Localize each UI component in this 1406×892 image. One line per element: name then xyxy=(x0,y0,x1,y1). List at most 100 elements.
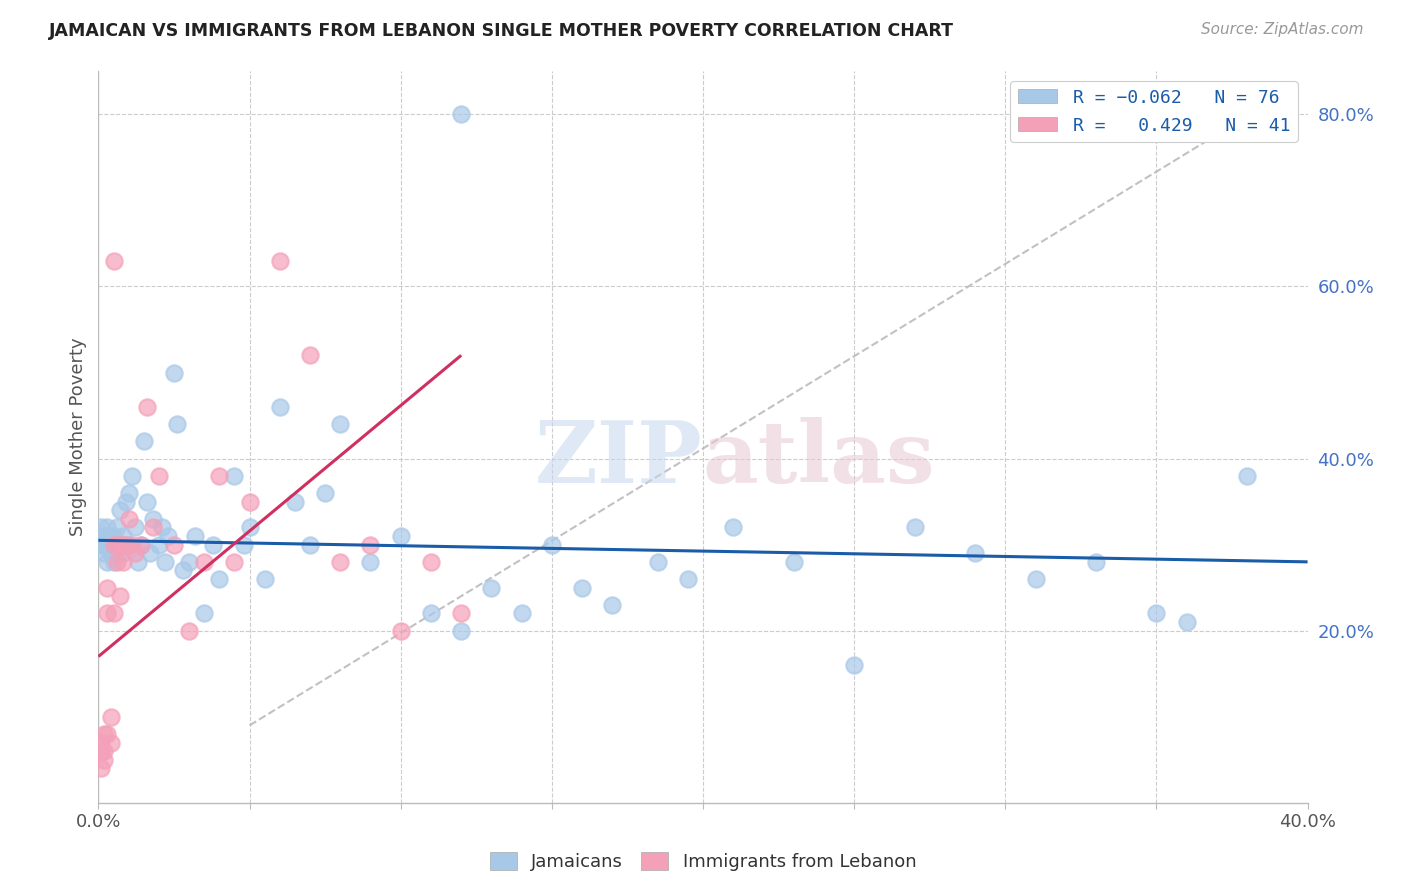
Point xyxy=(121,538,143,552)
Point xyxy=(253,572,276,586)
Point xyxy=(172,564,194,578)
Point xyxy=(450,607,472,621)
Point xyxy=(676,572,699,586)
Point xyxy=(96,520,118,534)
Point xyxy=(96,727,118,741)
Point xyxy=(108,589,131,603)
Point xyxy=(329,417,352,432)
Point xyxy=(118,538,141,552)
Point xyxy=(135,400,157,414)
Point xyxy=(269,253,291,268)
Point xyxy=(96,538,118,552)
Point xyxy=(232,538,254,552)
Point xyxy=(93,744,115,758)
Point xyxy=(329,555,352,569)
Point xyxy=(111,538,134,552)
Point xyxy=(121,468,143,483)
Point xyxy=(118,486,141,500)
Point xyxy=(90,735,112,749)
Point xyxy=(389,624,412,638)
Text: ZIP: ZIP xyxy=(536,417,703,501)
Point xyxy=(124,520,146,534)
Text: JAMAICAN VS IMMIGRANTS FROM LEBANON SINGLE MOTHER POVERTY CORRELATION CHART: JAMAICAN VS IMMIGRANTS FROM LEBANON SING… xyxy=(49,22,955,40)
Point xyxy=(540,538,562,552)
Point xyxy=(111,529,134,543)
Point xyxy=(179,555,201,569)
Point xyxy=(142,512,165,526)
Point xyxy=(450,624,472,638)
Point xyxy=(202,538,225,552)
Point xyxy=(105,538,128,552)
Point xyxy=(105,555,128,569)
Point xyxy=(150,520,173,534)
Text: atlas: atlas xyxy=(703,417,935,501)
Point xyxy=(1024,572,1046,586)
Point xyxy=(90,761,112,775)
Legend: Jamaicans, Immigrants from Lebanon: Jamaicans, Immigrants from Lebanon xyxy=(482,845,924,879)
Point xyxy=(647,555,669,569)
Point xyxy=(148,538,170,552)
Point xyxy=(184,529,207,543)
Point xyxy=(96,607,118,621)
Point xyxy=(114,538,136,552)
Point xyxy=(100,538,122,552)
Point xyxy=(269,400,291,414)
Point xyxy=(100,710,122,724)
Point xyxy=(108,503,131,517)
Point xyxy=(420,607,443,621)
Point xyxy=(114,494,136,508)
Point xyxy=(90,538,112,552)
Point xyxy=(148,468,170,483)
Point xyxy=(93,529,115,543)
Point xyxy=(93,538,115,552)
Point xyxy=(153,555,176,569)
Point xyxy=(118,512,141,526)
Point xyxy=(299,538,322,552)
Point xyxy=(100,529,122,543)
Point xyxy=(105,538,128,552)
Point xyxy=(93,727,115,741)
Point xyxy=(224,468,246,483)
Point xyxy=(90,744,112,758)
Point xyxy=(139,546,162,560)
Point xyxy=(360,555,382,569)
Point xyxy=(193,607,215,621)
Point xyxy=(450,107,472,121)
Point xyxy=(571,581,593,595)
Point xyxy=(96,529,118,543)
Point xyxy=(783,555,806,569)
Point xyxy=(90,520,112,534)
Point xyxy=(96,555,118,569)
Point xyxy=(156,529,179,543)
Point xyxy=(389,529,412,543)
Point xyxy=(100,735,122,749)
Text: Source: ZipAtlas.com: Source: ZipAtlas.com xyxy=(1201,22,1364,37)
Point xyxy=(166,417,188,432)
Point xyxy=(1236,468,1258,483)
Point xyxy=(284,494,307,508)
Point xyxy=(965,546,987,560)
Point xyxy=(111,546,134,560)
Point xyxy=(103,253,125,268)
Point xyxy=(904,520,927,534)
Point xyxy=(124,546,146,560)
Point xyxy=(103,529,125,543)
Point xyxy=(108,538,131,552)
Point xyxy=(103,607,125,621)
Point xyxy=(96,581,118,595)
Point xyxy=(1085,555,1108,569)
Point xyxy=(93,546,115,560)
Point xyxy=(723,520,745,534)
Point xyxy=(481,581,503,595)
Point xyxy=(844,658,866,673)
Point xyxy=(103,538,125,552)
Point xyxy=(103,555,125,569)
Point xyxy=(314,486,336,500)
Point xyxy=(108,538,131,552)
Point xyxy=(1175,615,1198,629)
Point xyxy=(420,555,443,569)
Point xyxy=(142,520,165,534)
Point xyxy=(510,607,533,621)
Point xyxy=(299,348,322,362)
Legend: R = −0.062   N = 76, R =   0.429   N = 41: R = −0.062 N = 76, R = 0.429 N = 41 xyxy=(1011,81,1298,143)
